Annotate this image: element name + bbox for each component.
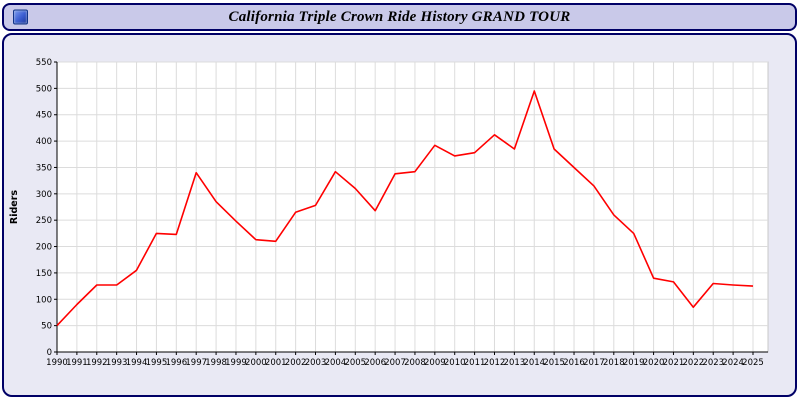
- svg-text:2022: 2022: [683, 358, 705, 368]
- svg-text:1996: 1996: [165, 358, 187, 368]
- svg-text:2006: 2006: [364, 358, 386, 368]
- svg-text:2010: 2010: [444, 358, 466, 368]
- svg-text:1991: 1991: [66, 358, 88, 368]
- svg-text:1999: 1999: [225, 358, 247, 368]
- svg-text:2014: 2014: [523, 358, 545, 368]
- svg-text:2003: 2003: [305, 358, 327, 368]
- svg-text:2007: 2007: [384, 358, 406, 368]
- svg-text:0: 0: [47, 348, 52, 358]
- svg-text:100: 100: [36, 295, 52, 305]
- svg-text:50: 50: [41, 322, 52, 332]
- svg-text:2019: 2019: [623, 358, 645, 368]
- ride-history-line-chart: 0 50 100 150 200 250 300 350 400 450 500 550 1990 199…: [4, 35, 795, 395]
- svg-text:2005: 2005: [344, 358, 366, 368]
- svg-text:300: 300: [36, 190, 52, 200]
- svg-text:500: 500: [36, 84, 52, 94]
- page-title: California Triple Crown Ride History GRA…: [228, 8, 571, 25]
- svg-text:2015: 2015: [543, 358, 565, 368]
- svg-text:2013: 2013: [504, 358, 526, 368]
- svg-text:Riders: Riders: [9, 190, 20, 225]
- svg-text:150: 150: [36, 269, 52, 279]
- svg-text:1998: 1998: [205, 358, 227, 368]
- svg-text:2018: 2018: [603, 358, 625, 368]
- svg-text:2001: 2001: [265, 358, 287, 368]
- svg-text:2004: 2004: [325, 358, 347, 368]
- svg-text:2000: 2000: [245, 358, 267, 368]
- svg-text:400: 400: [36, 137, 52, 147]
- title-bar: California Triple Crown Ride History GRA…: [2, 3, 797, 31]
- svg-text:2017: 2017: [583, 358, 605, 368]
- svg-text:2024: 2024: [722, 358, 744, 368]
- svg-text:2023: 2023: [702, 358, 724, 368]
- svg-text:2016: 2016: [563, 358, 585, 368]
- svg-text:2012: 2012: [484, 358, 506, 368]
- svg-text:350: 350: [36, 163, 52, 173]
- chart-panel: 0 50 100 150 200 250 300 350 400 450 500 550 1990 199…: [2, 33, 797, 397]
- svg-text:2002: 2002: [285, 358, 307, 368]
- svg-text:2020: 2020: [643, 358, 665, 368]
- svg-text:2011: 2011: [464, 358, 486, 368]
- svg-text:1994: 1994: [126, 358, 148, 368]
- svg-text:2009: 2009: [424, 358, 446, 368]
- svg-text:2025: 2025: [742, 358, 764, 368]
- svg-text:1992: 1992: [86, 358, 108, 368]
- svg-text:450: 450: [36, 111, 52, 121]
- svg-text:1997: 1997: [185, 358, 207, 368]
- svg-text:1995: 1995: [146, 358, 168, 368]
- svg-text:2008: 2008: [404, 358, 426, 368]
- svg-text:1990: 1990: [46, 358, 68, 368]
- svg-text:550: 550: [36, 58, 52, 68]
- svg-text:250: 250: [36, 216, 52, 226]
- svg-text:1993: 1993: [106, 358, 128, 368]
- app-icon: [13, 9, 28, 25]
- svg-text:200: 200: [36, 243, 52, 253]
- svg-text:2021: 2021: [663, 358, 685, 368]
